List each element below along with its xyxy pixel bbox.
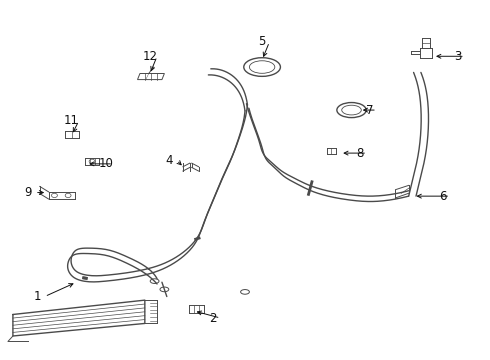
Text: 5: 5: [258, 35, 266, 49]
Text: 3: 3: [454, 50, 461, 63]
Text: 8: 8: [356, 147, 364, 159]
Text: 10: 10: [98, 157, 113, 170]
Text: 9: 9: [24, 186, 31, 199]
Text: 1: 1: [34, 290, 41, 303]
Text: 7: 7: [366, 104, 373, 117]
Text: 4: 4: [166, 154, 173, 167]
Text: 2: 2: [210, 311, 217, 325]
Text: 11: 11: [64, 114, 79, 127]
Text: 12: 12: [142, 50, 157, 63]
Text: 6: 6: [439, 190, 447, 203]
